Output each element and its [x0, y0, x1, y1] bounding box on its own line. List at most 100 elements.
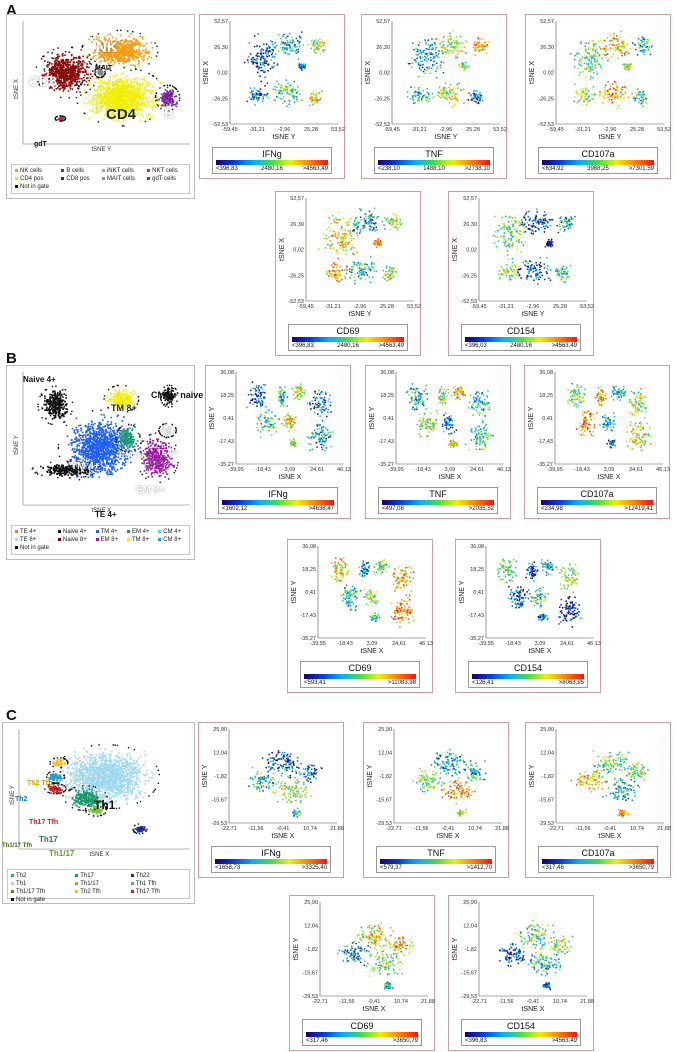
- y-tick-2: 0,41: [542, 416, 553, 422]
- heatmap-y-axis-label: tSNE Y: [293, 937, 300, 960]
- x-tick-3: 25,28: [304, 127, 318, 133]
- color-scale-min: <317,46: [306, 1038, 328, 1044]
- overview-y-axis-label: tSNE Y: [13, 434, 20, 455]
- color-scale-min: <396,83: [465, 1038, 487, 1044]
- overview-cluster-2: [47, 784, 64, 794]
- x-tick-1: -18,43: [337, 641, 353, 647]
- x-tick-0: -22,71: [386, 826, 402, 832]
- x-tick-1: -31,21: [498, 304, 514, 310]
- heatmap-x-axis-label: tSNE X: [598, 474, 621, 481]
- legend-label: Th2: [16, 873, 27, 879]
- legend-marker: [11, 881, 14, 885]
- legend-item-5: CD8 pos: [61, 175, 98, 183]
- heatmap-y-axis-label: tSNE Y: [291, 580, 298, 603]
- legend-label: EM 4+: [131, 529, 150, 535]
- legend-item-2: Th22: [130, 872, 186, 880]
- color-scale-max: >4563,49: [551, 343, 577, 349]
- x-tick-2: -0,41: [368, 999, 381, 1005]
- heatmap-cells: [412, 748, 487, 817]
- overview-cluster-0: [59, 747, 153, 807]
- legend-item-5: Th1 Tfh: [130, 880, 186, 888]
- color-scale-title: CD154: [506, 326, 535, 336]
- y-tick-1: 18,25: [380, 393, 394, 399]
- legend-marker: [15, 537, 18, 541]
- legend-label: Th17 Tfh: [135, 889, 160, 895]
- x-tick-3: 24,61: [560, 641, 574, 647]
- legend-marker: [147, 176, 151, 180]
- panel-b-overview-legend: TE 4+ Naive 4+ TM 4+ EM 4+ CM 4+ TE 8+ Naive 8…: [11, 525, 190, 555]
- color-scale-title: IFNg: [262, 149, 282, 159]
- x-tick-2: -0,41: [442, 826, 455, 832]
- color-scale-max: >3650,79: [392, 1038, 418, 1044]
- overview-x-axis-label: tSNE X: [89, 852, 110, 858]
- overview-cluster-label-5: TE 8+: [157, 448, 179, 457]
- legend-item-6: Th1/17 Tfh: [11, 888, 71, 896]
- heatmap-color-scale: CD154 <396,83 >4563,49: [461, 1019, 581, 1046]
- overview-cluster-label-4: Th17: [39, 835, 58, 844]
- heatmap-cells: [337, 922, 414, 991]
- y-tick-1: 12,04: [463, 924, 477, 930]
- heatmap-color-scale: CD154 <126,41 >8063,95: [468, 661, 588, 688]
- color-scale-gradient: [215, 859, 327, 864]
- x-tick-1: -18,43: [255, 467, 271, 473]
- x-tick-4: 21,88: [495, 826, 509, 832]
- color-scale-title: CD107a: [580, 489, 614, 499]
- y-tick-2: 0,02: [379, 71, 390, 77]
- legend-item-8: Not in gate: [15, 183, 57, 191]
- color-scale-max: >4638,47: [308, 506, 334, 512]
- y-tick-1: 12,04: [213, 751, 227, 757]
- y-tick-2: 0,41: [473, 590, 484, 596]
- heatmap-cells: [499, 919, 574, 991]
- x-tick-3: 25,28: [553, 304, 567, 310]
- y-tick-3: -17,43: [468, 613, 484, 619]
- heatmap-y-axis-label: tSNE Y: [209, 406, 216, 429]
- y-tick-4: -29,53: [376, 821, 392, 827]
- x-tick-0: -39,95: [310, 641, 326, 647]
- color-scale-min: <1602,12: [222, 506, 248, 512]
- panel-c-heatmap-ifng: 25,90 12,04 -1,82 -15,67 -29,53 -22,71 -11,56 -…: [198, 722, 344, 878]
- overview-y-axis-label: tSNE X: [13, 78, 20, 99]
- heatmap-color-scale: TNF <497,08 >2035,52: [378, 487, 498, 514]
- heatmap-scatter: 52,57 26,30 0,02 -26,25 -52,53-59,45 -31,21 -2…: [452, 196, 594, 318]
- color-scale-mid: 3968,25: [587, 166, 609, 172]
- legend-label: Naive 4+: [62, 529, 87, 535]
- panel-a-heatmap-tnf: 52,57 26,30 0,02 -26,25 -52,53 -59,45 -31,21 -2…: [361, 14, 507, 179]
- legend-item-2: iNKT cells: [101, 167, 143, 175]
- legend-label: TE 8+: [20, 537, 37, 543]
- heatmap-x-axis-label: tSNE X: [272, 833, 295, 840]
- overview-cluster-label-4: EM 4+: [119, 450, 146, 460]
- overview-cluster-4: [139, 436, 176, 478]
- y-tick-3: -17,43: [218, 439, 234, 445]
- legend-marker: [15, 176, 18, 180]
- x-tick-1: -31,21: [325, 304, 341, 310]
- legend-item-1: Naive 4+: [57, 528, 92, 536]
- legend-label: CD4 pos: [20, 176, 44, 182]
- heatmap-color-scale: CD69 <317,46 >3650,79: [302, 1019, 422, 1046]
- y-tick-0: 52,57: [376, 19, 390, 25]
- x-tick-3: 24,61: [392, 641, 406, 647]
- y-tick-3: -17,43: [300, 613, 316, 619]
- x-tick-3: 24,61: [310, 467, 324, 473]
- legend-label: Th1 Tfh: [135, 881, 157, 887]
- color-scale-min: <238,10: [378, 166, 400, 172]
- legend-marker: [15, 545, 18, 549]
- heatmap-y-axis-label: tSNE X: [279, 238, 286, 261]
- x-tick-3: 10,74: [553, 999, 567, 1005]
- legend-marker: [101, 176, 105, 180]
- overview-cluster-label-3: Th1/17 Tfh: [2, 843, 33, 849]
- legend-marker: [95, 537, 99, 541]
- color-scale-mid: 2480,16: [337, 343, 359, 349]
- y-tick-2: -1,82: [541, 774, 554, 780]
- legend-marker: [61, 168, 65, 172]
- y-tick-2: 0,41: [305, 590, 316, 596]
- x-tick-1: -31,21: [249, 127, 265, 133]
- heatmap-scatter: 25,90 12,04 -1,82 -15,67 -29,53-22,71 -11,56 -…: [452, 900, 594, 1013]
- heatmap-color-scale: IFNg <396,83 2480,16 >4563,49: [212, 147, 332, 174]
- overview-cluster-label-0: Naive 4+: [23, 375, 56, 384]
- legend-item-9: Not in gate: [11, 896, 71, 904]
- panel-b-heatmap-ifng: 36,08 18,25 0,41 -17,43 -35,27 -39,95 -18,43 3,…: [205, 365, 351, 519]
- y-tick-3: -17,43: [378, 439, 394, 445]
- color-scale-gradient: [541, 500, 653, 505]
- overview-cluster-label-2: CM 8+ naive 8+: [151, 390, 217, 400]
- heatmap-color-scale: CD69 <396,83 2480,16 >4563,49: [288, 324, 408, 351]
